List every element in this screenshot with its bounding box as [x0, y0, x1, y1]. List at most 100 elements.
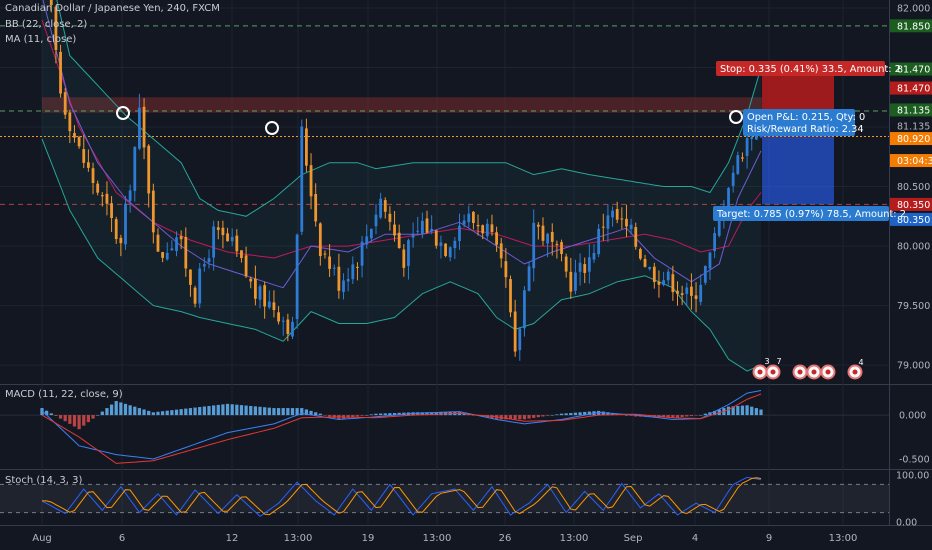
event-marker-dot-2	[797, 369, 803, 375]
price-label-79500: 79.500	[897, 301, 930, 312]
price-label-80350-a: 80.350	[897, 200, 930, 211]
candle-body	[411, 233, 415, 238]
candle-body	[416, 230, 420, 232]
macd-hist-bar	[114, 401, 118, 416]
macd-hist-bar	[545, 415, 550, 416]
candle-body	[481, 225, 485, 234]
candle-body	[629, 224, 633, 230]
macd-hist-bar	[564, 413, 568, 416]
candle-body	[63, 92, 67, 115]
stop-label-text-0: Stop: 0.335 (0.41%) 33.5, Amount: 2	[720, 64, 901, 75]
candle-body	[592, 252, 596, 260]
macd-hist-bar	[360, 415, 364, 416]
candle-body	[532, 222, 536, 269]
candle-body	[425, 218, 429, 233]
macd-hist-bar	[314, 412, 318, 416]
price-label-80350-b: 80.350	[897, 215, 930, 226]
macd-hist-bar	[249, 405, 253, 416]
macd-hist-bar	[699, 415, 703, 416]
candle-body	[643, 258, 647, 267]
time-label-9: 4	[692, 533, 698, 544]
macd-hist-bar	[174, 409, 179, 416]
macd-hist-bar	[666, 415, 670, 418]
macd-hist-bar	[105, 408, 109, 416]
candle-body	[96, 183, 100, 193]
macd-hist-bar	[420, 412, 424, 416]
macd-hist-bar	[63, 415, 67, 422]
candle-body	[226, 233, 229, 242]
candle-body	[472, 211, 475, 223]
price-label-81135-a: 81.135	[897, 105, 930, 116]
time-label-8: Sep	[624, 533, 643, 544]
candle-body	[286, 319, 290, 334]
candle-body	[448, 247, 452, 258]
bollinger-bands	[41, 0, 762, 372]
macd-hist-bar	[374, 413, 378, 416]
macd-hist-bar	[119, 402, 123, 416]
macd-hist-bar	[216, 404, 220, 416]
candle-body	[300, 126, 304, 232]
macd-hist-bar	[82, 415, 86, 426]
price-label-80350-b-bg	[890, 212, 932, 226]
macd-hist-bar	[244, 405, 248, 416]
price-label-79000: 79.000	[897, 361, 930, 372]
candle-body	[346, 279, 350, 282]
event-marker-dot-3	[811, 369, 817, 375]
candle-body	[170, 248, 174, 251]
candle-body	[657, 281, 661, 285]
candle-body	[281, 320, 285, 322]
bb-fill	[42, 0, 761, 372]
price-axis[interactable]: 82.000 81.850 81.470 81.470 81.135 81.135 80.9…	[890, 3, 932, 529]
price-label-80350-a-bg	[890, 197, 932, 211]
candle-body	[124, 203, 127, 245]
macd-hist-bar	[731, 406, 735, 416]
macd-hist-bar	[286, 408, 290, 416]
macd-legend[interactable]: MACD (11, 22, close, 9)	[5, 389, 123, 400]
bb-legend[interactable]: BB (22, close, 2)	[5, 19, 88, 30]
candle-body	[114, 219, 118, 240]
candle-body	[161, 252, 164, 258]
macd-hist-bar	[309, 410, 313, 416]
time-label-11: 13:00	[829, 533, 858, 544]
macd-hist-bar	[100, 411, 104, 416]
candle-body	[49, 0, 53, 6]
macd-hist-bar	[137, 408, 142, 416]
candle-body	[198, 268, 202, 304]
candle-body	[652, 266, 656, 283]
macd-hist-bar	[689, 415, 694, 417]
time-axis[interactable]: Aug 6 12 13:00 19 13:00 26 13:00 Sep 4 9 13:00	[32, 533, 857, 544]
candle-body	[342, 280, 345, 293]
candle-body	[587, 257, 591, 272]
macd-hist-bar	[68, 415, 72, 424]
macd-hist-bar	[745, 405, 749, 416]
bb-basis-line	[41, 19, 762, 259]
symbol-title[interactable]: Canadian Dollar / Japanese Yen, 240, FXC…	[5, 3, 220, 14]
ma-legend[interactable]: MA (11, close)	[5, 34, 77, 45]
macd-hist-bar	[518, 415, 522, 420]
macd-hist-bar	[536, 415, 540, 418]
candle-body	[615, 209, 619, 220]
macd-hist-bar	[675, 415, 680, 418]
macd-hist-bar	[272, 408, 276, 416]
macd-hist-bar	[295, 408, 299, 416]
event-count-1: 7	[776, 357, 781, 366]
position-labels[interactable]: Stop: 0.335 (0.41%) 33.5, Amount: 2 Open …	[713, 61, 906, 221]
macd-hist-bar	[276, 408, 281, 416]
candle-body	[318, 223, 322, 257]
stoch-legend[interactable]: Stoch (14, 3, 3)	[5, 475, 83, 486]
swing-high-circle-0	[116, 106, 130, 120]
candle-body	[356, 266, 359, 268]
candle-body	[128, 190, 132, 201]
candle-body	[694, 295, 698, 299]
macd-hist-bar	[383, 413, 387, 416]
macd-hist-bar	[346, 415, 350, 418]
candle-body	[138, 107, 141, 149]
macd-hist-bar	[212, 405, 216, 416]
candle-body	[156, 234, 160, 252]
price-label-last-bg	[890, 132, 932, 146]
candle-body	[444, 243, 447, 256]
candle-body	[407, 240, 410, 266]
event-marker-dot-1	[770, 369, 776, 375]
